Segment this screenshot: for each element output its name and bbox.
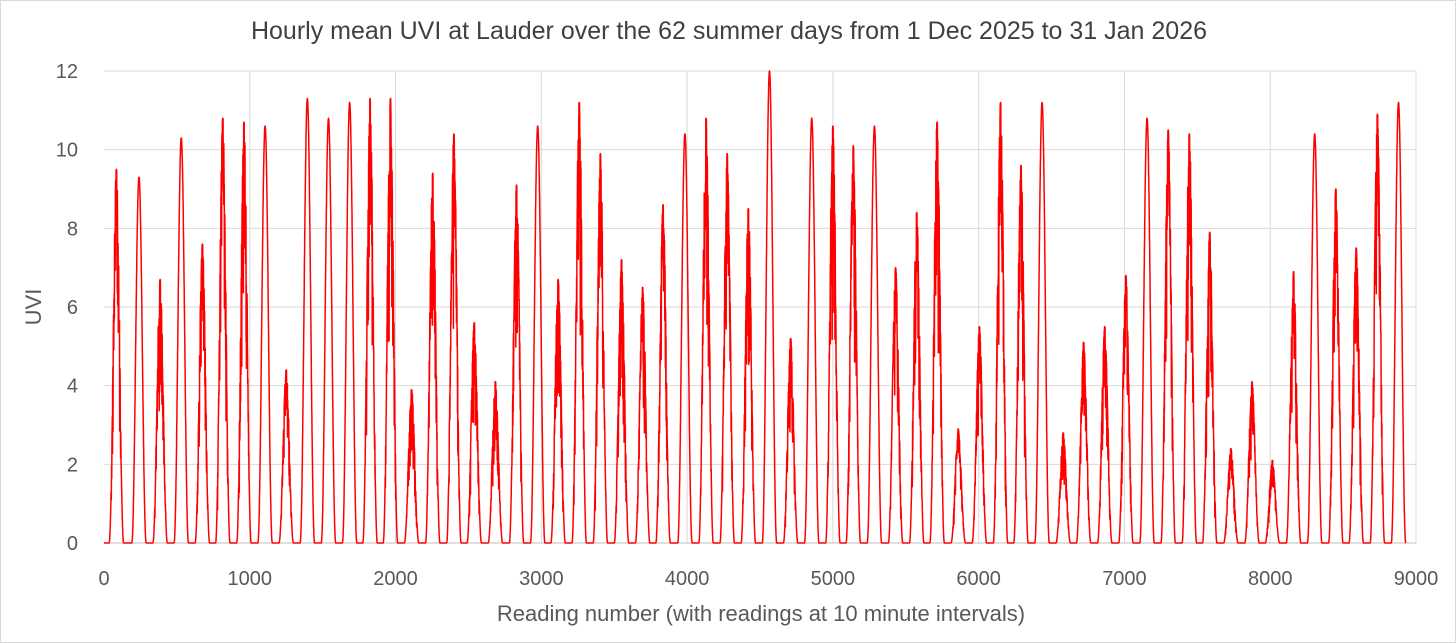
x-tick-label: 9000 [1394, 568, 1439, 590]
x-tick-label: 2000 [373, 568, 418, 590]
x-tick-label: 1000 [228, 568, 273, 590]
y-tick-label: 12 [56, 61, 78, 83]
y-tick-label: 6 [67, 297, 78, 319]
y-tick-labels: 0 2 4 6 8 10 12 [56, 61, 78, 555]
y-axis-title: UVI [21, 289, 46, 326]
y-tick-label: 2 [67, 454, 78, 476]
x-tick-label: 3000 [519, 568, 564, 590]
x-tick-label: 0 [98, 568, 109, 590]
y-tick-label: 10 [56, 140, 78, 162]
chart-title: Hourly mean UVI at Lauder over the 62 su… [251, 17, 1207, 45]
series-group [103, 70, 1407, 544]
x-tick-label: 6000 [956, 568, 1001, 590]
y-tick-label: 4 [67, 376, 78, 398]
uvi-series-line [103, 70, 1407, 544]
x-tick-label: 5000 [811, 568, 856, 590]
x-axis-title: Reading number (with readings at 10 minu… [497, 601, 1025, 626]
gridlines [104, 70, 1417, 544]
x-tick-label: 4000 [665, 568, 710, 590]
x-tick-label: 7000 [1102, 568, 1147, 590]
x-tick-label: 8000 [1248, 568, 1293, 590]
y-tick-label: 8 [67, 218, 78, 240]
y-tick-label: 0 [67, 533, 78, 555]
x-tick-labels: 0 1000 2000 3000 4000 5000 6000 7000 8000 9000 [98, 568, 1438, 590]
